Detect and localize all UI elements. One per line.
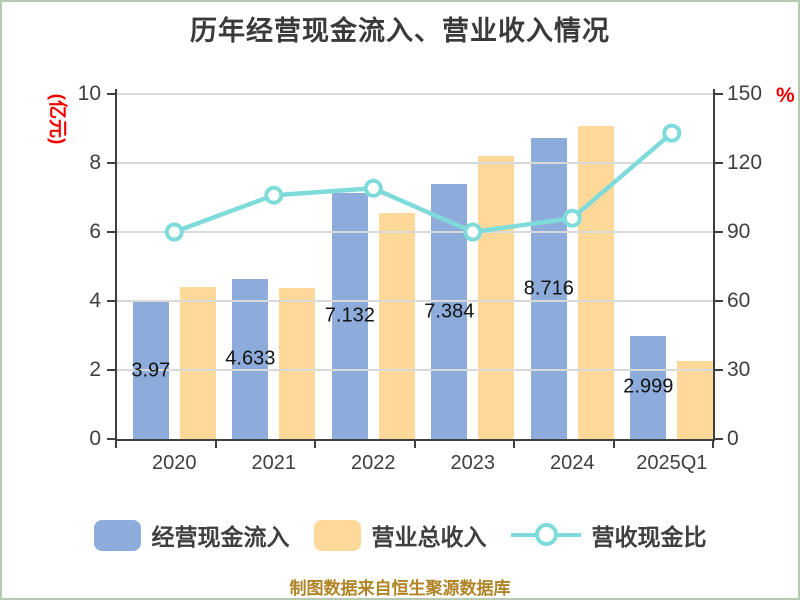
x-axis-label-2021: 2021	[251, 452, 297, 474]
legend-item-total-revenue: 营业总收入	[313, 518, 487, 552]
ratio-point-2025Q1	[662, 123, 682, 143]
left-axis-tick-label-4: 4	[89, 289, 101, 312]
value-label-2023: 7.384	[424, 300, 475, 323]
ratio-point-2021	[264, 185, 284, 205]
left-tick-10	[107, 93, 115, 95]
value-label-2021: 4.633	[225, 347, 276, 370]
cash-inflow-bar-2025Q1	[630, 335, 667, 439]
right-axis-line	[713, 89, 715, 441]
right-tick-0	[715, 438, 723, 440]
revenue-bar-2021	[279, 288, 316, 439]
legend: 经营现金流入 营业总收入 营收现金比	[2, 518, 798, 552]
left-tick-4	[107, 300, 115, 302]
left-axis-line	[115, 89, 117, 441]
left-axis-tick-label-2: 2	[89, 358, 101, 381]
x-tick-6	[712, 439, 714, 448]
gridline-8	[117, 162, 713, 164]
value-label-2020: 3.97	[131, 359, 171, 382]
gridline-10	[117, 93, 713, 95]
x-axis-label-2022: 2022	[351, 452, 396, 474]
revenue-bar-2025Q1	[677, 361, 714, 439]
legend-label-total-revenue: 营业总收入	[371, 524, 487, 550]
value-label-2024: 8.716	[523, 277, 574, 300]
left-axis-tick-label-8: 8	[89, 151, 101, 174]
value-label-2022: 7.132	[324, 304, 375, 327]
x-tick-1	[214, 439, 217, 448]
left-tick-8	[107, 162, 115, 164]
left-axis-tick-label-6: 6	[89, 220, 101, 243]
right-tick-60	[715, 300, 723, 302]
right-axis-tick-label-150: 150	[727, 82, 763, 105]
ratio-line-marker-icon	[510, 522, 581, 548]
right-axis-unit-label: %	[776, 84, 795, 107]
revenue-bar-2020	[179, 287, 216, 439]
legend-item-cash-inflow: 经营现金流入	[93, 518, 290, 552]
cash-inflow-swatch-icon	[93, 519, 141, 551]
x-axis-label-2024: 2024	[550, 452, 595, 474]
footer-source-note: 制图数据来自恒生聚源数据库	[289, 579, 511, 598]
left-tick-2	[107, 369, 115, 371]
gridline-4	[117, 300, 713, 302]
x-axis-label-2020: 2020	[152, 452, 197, 474]
right-axis-tick-label-30: 30	[727, 358, 751, 381]
x-axis-label-2023: 2023	[450, 452, 496, 474]
gridline-2	[117, 369, 713, 371]
legend-label-ratio: 营收现金比	[591, 524, 707, 550]
x-tick-0	[115, 439, 117, 448]
x-axis-label-2025Q1: 2025Q1	[636, 452, 708, 474]
ratio-point-2022	[363, 178, 383, 198]
x-tick-4	[513, 439, 515, 448]
right-axis-tick-label-90: 90	[727, 220, 751, 243]
right-tick-90	[715, 231, 723, 233]
legend-item-ratio: 营收现金比	[510, 518, 707, 552]
left-axis-tick-label-10: 10	[77, 82, 101, 105]
left-axis-tick-label-0: 0	[89, 427, 101, 450]
right-tick-30	[715, 369, 723, 371]
right-tick-150	[715, 93, 723, 95]
x-tick-5	[612, 439, 615, 448]
x-tick-2	[314, 439, 316, 448]
revenue-bar-2022	[378, 212, 415, 439]
cash-inflow-bar-2021	[232, 279, 269, 439]
right-tick-120	[715, 162, 723, 164]
chart-title: 历年经营现金流入、营业收入情况	[190, 16, 610, 46]
left-tick-6	[107, 231, 115, 233]
right-axis-tick-label-60: 60	[727, 289, 751, 312]
gridline-6	[117, 231, 713, 233]
revenue-bar-2023	[478, 155, 515, 439]
left-tick-0	[107, 438, 115, 440]
legend-label-cash-inflow: 经营现金流入	[151, 524, 290, 550]
right-axis-tick-label-0: 0	[727, 427, 739, 450]
total-revenue-swatch-icon	[313, 519, 361, 551]
value-label-2025Q1: 2.999	[623, 375, 674, 398]
right-axis-tick-label-120: 120	[727, 151, 763, 174]
revenue-bar-2024	[577, 125, 614, 439]
x-tick-3	[413, 439, 416, 448]
